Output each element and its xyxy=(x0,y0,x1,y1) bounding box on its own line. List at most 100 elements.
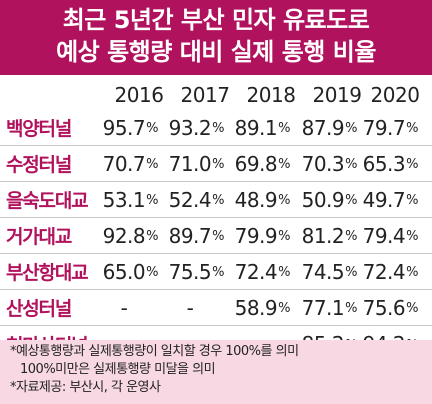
table-cell: 79.4% xyxy=(350,218,419,253)
table-header-row: 2016 2017 2018 2019 2020 xyxy=(0,80,432,110)
table-cell: 52.4% xyxy=(156,182,225,217)
cell-value: 79.7 xyxy=(362,115,406,140)
percent-unit: % xyxy=(345,193,357,208)
table-cell: 77.1% xyxy=(289,290,358,325)
cell-value: 81.2 xyxy=(301,223,345,248)
percent-unit: % xyxy=(345,229,357,244)
table-cell: 75.5% xyxy=(156,254,225,289)
cell-value: 72.4 xyxy=(234,259,278,284)
percent-unit: % xyxy=(146,265,158,280)
cell-value: 77.1 xyxy=(301,295,345,320)
cell-value: 79.9 xyxy=(234,223,278,248)
table-cell: 93.2% xyxy=(156,110,225,145)
percent-unit: % xyxy=(278,121,290,136)
cell-value: 50.9 xyxy=(301,187,345,212)
table-row: 수정터널 70.7% 71.0% 69.8% 70.3% 65.3% xyxy=(0,146,432,182)
table-cell: 95.7% xyxy=(90,110,159,145)
table-cell: 49.7% xyxy=(350,182,419,217)
percent-unit: % xyxy=(278,157,290,172)
table-row: 부산항대교 65.0% 75.5% 72.4% 74.5% 72.4% xyxy=(0,254,432,290)
table-cell: 70.7% xyxy=(90,146,159,181)
source-note: *자료제공: 부산시, 각 운영사 xyxy=(10,380,161,395)
cell-value: 69.8 xyxy=(234,151,278,176)
percent-unit: % xyxy=(278,265,290,280)
cell-value: 70.7 xyxy=(102,151,146,176)
cell-value: 74.5 xyxy=(301,259,345,284)
percent-unit: % xyxy=(212,193,224,208)
percent-unit: % xyxy=(278,193,290,208)
percent-unit: % xyxy=(146,121,158,136)
cell-value: 89.1 xyxy=(234,115,278,140)
percent-unit: % xyxy=(406,193,418,208)
cell-value: 53.1 xyxy=(102,187,146,212)
row-label: 을숙도대교 xyxy=(6,190,89,212)
title-banner: 최근 5년간 부산 민자 유료도로 예상 통행량 대비 실제 통행 비율 xyxy=(0,0,432,75)
cell-value: 79.4 xyxy=(362,223,406,248)
column-header: 2020 xyxy=(370,83,420,107)
table-cell: 70.3% xyxy=(289,146,358,181)
cell-value: 65.0 xyxy=(102,259,146,284)
row-label: 수정터널 xyxy=(6,154,72,176)
percent-unit: % xyxy=(146,157,158,172)
column-header: 2019 xyxy=(312,83,362,107)
percent-unit: % xyxy=(212,265,224,280)
cell-value: 72.4 xyxy=(362,259,406,284)
percent-unit: % xyxy=(406,157,418,172)
column-header: 2017 xyxy=(180,83,230,107)
title-line-2: 예상 통행량 대비 실제 통행 비율 xyxy=(56,38,376,66)
percent-unit: % xyxy=(406,229,418,244)
row-label: 부산항대교 xyxy=(6,262,89,284)
table-cell: 74.5% xyxy=(289,254,358,289)
table-cell: 65.3% xyxy=(350,146,419,181)
percent-unit: % xyxy=(345,121,357,136)
cell-value: 49.7 xyxy=(362,187,406,212)
table-cell: 53.1% xyxy=(90,182,159,217)
footnote-line: 100%미만은 실제통행량 미달을 의미 xyxy=(20,362,216,377)
table-row: 을숙도대교 53.1% 52.4% 48.9% 50.9% 49.7% xyxy=(0,182,432,218)
table-cell: 50.9% xyxy=(289,182,358,217)
table-cell: 72.4% xyxy=(350,254,419,289)
table-cell: 48.9% xyxy=(222,182,291,217)
cell-value: 89.7 xyxy=(168,223,212,248)
title-line-1: 최근 5년간 부산 민자 유료도로 xyxy=(62,6,370,34)
column-header: 2016 xyxy=(114,83,164,107)
percent-unit: % xyxy=(345,301,357,316)
table-cell: 89.1% xyxy=(222,110,291,145)
row-label: 백양터널 xyxy=(6,118,72,140)
table-cell: 81.2% xyxy=(289,218,358,253)
cell-value: 52.4 xyxy=(168,187,212,212)
row-label: 거가대교 xyxy=(6,226,72,248)
cell-value: 93.2 xyxy=(168,115,212,140)
percent-unit: % xyxy=(406,301,418,316)
table-cell: 71.0% xyxy=(156,146,225,181)
cell-value: 65.3 xyxy=(362,151,406,176)
percent-unit: % xyxy=(146,193,158,208)
percent-unit: % xyxy=(278,229,290,244)
table-cell: 92.8% xyxy=(90,218,159,253)
percent-unit: % xyxy=(406,265,418,280)
percent-unit: % xyxy=(212,229,224,244)
cell-value: 75.5 xyxy=(168,259,212,284)
cell-value: 70.3 xyxy=(301,151,345,176)
column-header: 2018 xyxy=(246,83,296,107)
cell-value: 75.6 xyxy=(362,295,406,320)
percent-unit: % xyxy=(406,121,418,136)
table-cell: 89.7% xyxy=(156,218,225,253)
percent-unit: % xyxy=(345,265,357,280)
cell-value: 87.9 xyxy=(301,115,345,140)
footnote-line: *예상통행량과 실제통행량이 일치할 경우 100%를 의미 xyxy=(10,344,299,359)
table-cell: 65.0% xyxy=(90,254,159,289)
percent-unit: % xyxy=(278,301,290,316)
cell-value: 92.8 xyxy=(102,223,146,248)
table-cell: 79.9% xyxy=(222,218,291,253)
percent-unit: % xyxy=(212,121,224,136)
table-cell: 87.9% xyxy=(289,110,358,145)
cell-value: 71.0 xyxy=(168,151,212,176)
table-body: 백양터널 95.7% 93.2% 89.1% 87.9% 79.7% 수정터널 70.7% 71… xyxy=(0,110,432,362)
table-cell: - xyxy=(120,295,128,320)
table-cell: 75.6% xyxy=(350,290,419,325)
table-row: 산성터널 - -58.9% 77.1% 75.6% xyxy=(0,290,432,326)
table-cell: 58.9% xyxy=(222,290,291,325)
cell-value: 95.7 xyxy=(102,115,146,140)
